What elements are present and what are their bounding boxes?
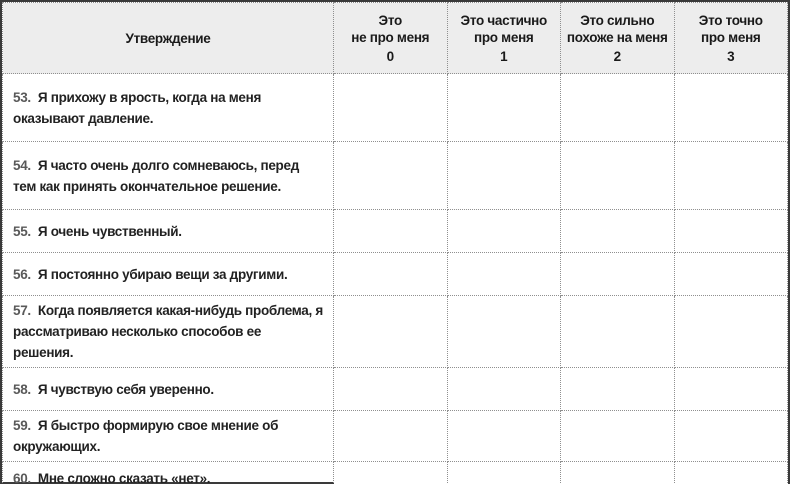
answer-cell[interactable] <box>673 141 788 210</box>
row-number: 54. <box>13 157 31 173</box>
table-row: 54. Я часто очень долго сомневаюсь, перед… <box>2 141 788 210</box>
option-column-header-1: Это частично про меня 1 <box>446 2 561 74</box>
statement-cell: 59. Я быстро формирую свое мнение об окру… <box>2 410 334 462</box>
answer-cell[interactable] <box>673 410 788 462</box>
row-number: 53. <box>13 89 31 105</box>
option-label-0: Это не про меня <box>351 12 430 45</box>
option-score-2: 2 <box>613 48 622 64</box>
answer-cell[interactable] <box>446 410 561 462</box>
statement-text: Я прихожу в ярость, когда на меня оказыв… <box>13 89 262 126</box>
header-row: Утверждение Это не про меня 0 Это частич… <box>2 2 788 74</box>
table-row: 53. Я прихожу в ярость, когда на меня ока… <box>2 73 788 142</box>
statement-cell: 55. Я очень чувственный. <box>2 209 334 253</box>
answer-cell[interactable] <box>446 141 561 210</box>
answer-cell[interactable] <box>560 141 675 210</box>
answer-cell[interactable] <box>446 209 561 253</box>
statement-text: Я чувствую себя уверенно. <box>37 381 214 397</box>
answer-cell[interactable] <box>333 209 448 253</box>
answer-cell[interactable] <box>446 461 561 484</box>
option-score-1: 1 <box>500 48 508 64</box>
statement-cell: 60. Мне сложно сказать «нет». <box>2 461 334 484</box>
answer-cell[interactable] <box>560 73 675 142</box>
answer-cell[interactable] <box>673 461 788 484</box>
option-label-1: Это частично про меня <box>460 12 548 45</box>
statement-text: Я быстро формирую свое мнение об окружаю… <box>13 418 279 454</box>
answer-cell[interactable] <box>333 73 448 142</box>
table-row: 57. Когда появляется какая-нибудь проблем… <box>2 295 788 368</box>
answer-cell[interactable] <box>560 410 675 462</box>
row-number: 55. <box>13 223 31 239</box>
row-number: 59. <box>13 418 31 433</box>
statement-text: Я часто очень долго сомневаюсь, перед те… <box>13 157 299 194</box>
statement-text: Я постоянно убираю вещи за другими. <box>37 266 288 282</box>
answer-cell[interactable] <box>560 209 675 253</box>
statement-text: Я очень чувственный. <box>37 223 182 239</box>
answer-cell[interactable] <box>673 295 788 368</box>
answer-cell[interactable] <box>673 252 788 296</box>
option-label-2: Это сильно похоже на меня <box>566 12 668 45</box>
answer-cell[interactable] <box>560 252 675 296</box>
option-column-header-3: Это точно про меня 3 <box>673 2 788 74</box>
row-number: 58. <box>13 381 31 397</box>
statement-cell: 54. Я часто очень долго сомневаюсь, перед… <box>2 141 334 210</box>
answer-cell[interactable] <box>673 209 788 253</box>
table-row: 60. Мне сложно сказать «нет». <box>2 461 788 484</box>
row-number: 57. <box>13 303 31 318</box>
answer-cell[interactable] <box>560 461 675 484</box>
row-number: 56. <box>13 266 31 282</box>
option-score-0: 0 <box>386 48 395 64</box>
row-number: 60. <box>13 470 31 484</box>
statement-text: Мне сложно сказать «нет». <box>37 470 211 484</box>
answer-cell[interactable] <box>333 295 448 368</box>
option-column-header-0: Это не про меня 0 <box>333 2 448 74</box>
answer-cell[interactable] <box>560 367 675 411</box>
answer-cell[interactable] <box>446 73 561 142</box>
answer-cell[interactable] <box>446 295 561 368</box>
option-label-3: Это точно про меня <box>698 12 763 45</box>
answer-cell[interactable] <box>446 367 561 411</box>
answer-cell[interactable] <box>333 141 448 210</box>
answer-cell[interactable] <box>446 252 561 296</box>
statement-cell: 57. Когда появляется какая-нибудь проблем… <box>2 295 334 368</box>
table-row: 56. Я постоянно убираю вещи за другими. <box>2 252 788 296</box>
answer-cell[interactable] <box>333 252 448 296</box>
table-row: 55. Я очень чувственный. <box>2 209 788 253</box>
option-score-3: 3 <box>727 48 735 64</box>
answer-cell[interactable] <box>333 461 448 484</box>
option-column-header-2: Это сильно похоже на меня 2 <box>560 2 675 74</box>
answer-cell[interactable] <box>673 367 788 411</box>
statement-cell: 56. Я постоянно убираю вещи за другими. <box>2 252 334 296</box>
table-row: 58. Я чувствую себя уверенно. <box>2 367 788 411</box>
answer-cell[interactable] <box>673 73 788 142</box>
table-row: 59. Я быстро формирую свое мнение об окру… <box>2 410 788 462</box>
statement-column-header: Утверждение <box>2 2 334 74</box>
answer-cell[interactable] <box>333 367 448 411</box>
statement-cell: 53. Я прихожу в ярость, когда на меня ока… <box>2 73 334 142</box>
statement-cell: 58. Я чувствую себя уверенно. <box>2 367 334 411</box>
answer-cell[interactable] <box>333 410 448 462</box>
statement-text: Когда появляется какая-нибудь проблема, … <box>13 303 323 360</box>
answer-cell[interactable] <box>560 295 675 368</box>
